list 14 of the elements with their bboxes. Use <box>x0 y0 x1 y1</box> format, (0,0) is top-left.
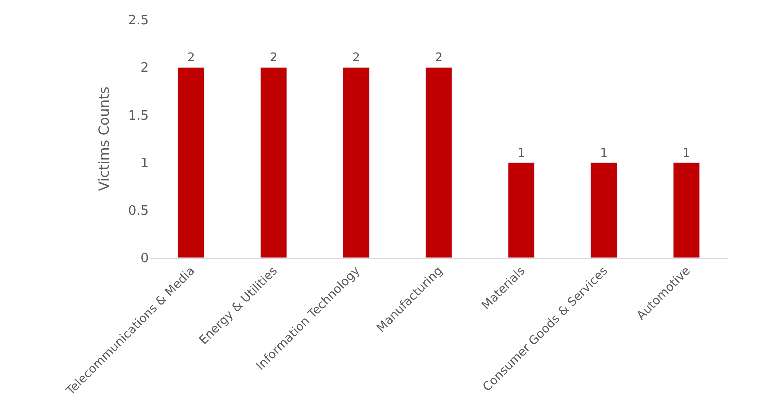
data-label: 2 <box>435 50 443 65</box>
y-tick-label: 2.5 <box>128 14 149 29</box>
y-axis-title: Victims Counts <box>96 86 113 192</box>
y-tick-label: 0.5 <box>128 204 149 219</box>
data-label: 1 <box>518 146 526 160</box>
y-tick-label: 2 <box>140 61 149 76</box>
data-label: 2 <box>270 50 278 65</box>
data-label: 1 <box>682 146 691 160</box>
data-label: 2 <box>352 50 360 65</box>
data-label: 1 <box>600 146 608 160</box>
y-tick-label: 1.5 <box>128 108 149 124</box>
data-label: 2 <box>187 50 196 65</box>
y-tick-label: 0 <box>140 252 149 267</box>
y-tick-label: 1 <box>140 156 149 172</box>
